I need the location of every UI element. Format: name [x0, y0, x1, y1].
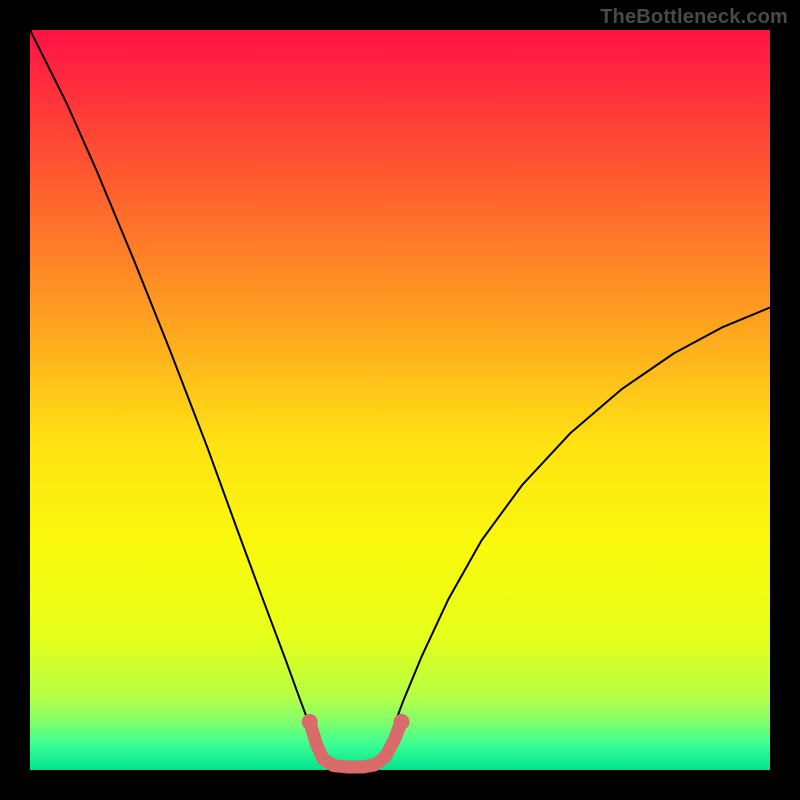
- trough-end-marker-right: [393, 714, 409, 730]
- trough-end-marker-left: [302, 714, 318, 730]
- chart-svg: [0, 0, 800, 800]
- bottleneck-chart: TheBottleneck.com: [0, 0, 800, 800]
- plot-bg: [30, 30, 770, 770]
